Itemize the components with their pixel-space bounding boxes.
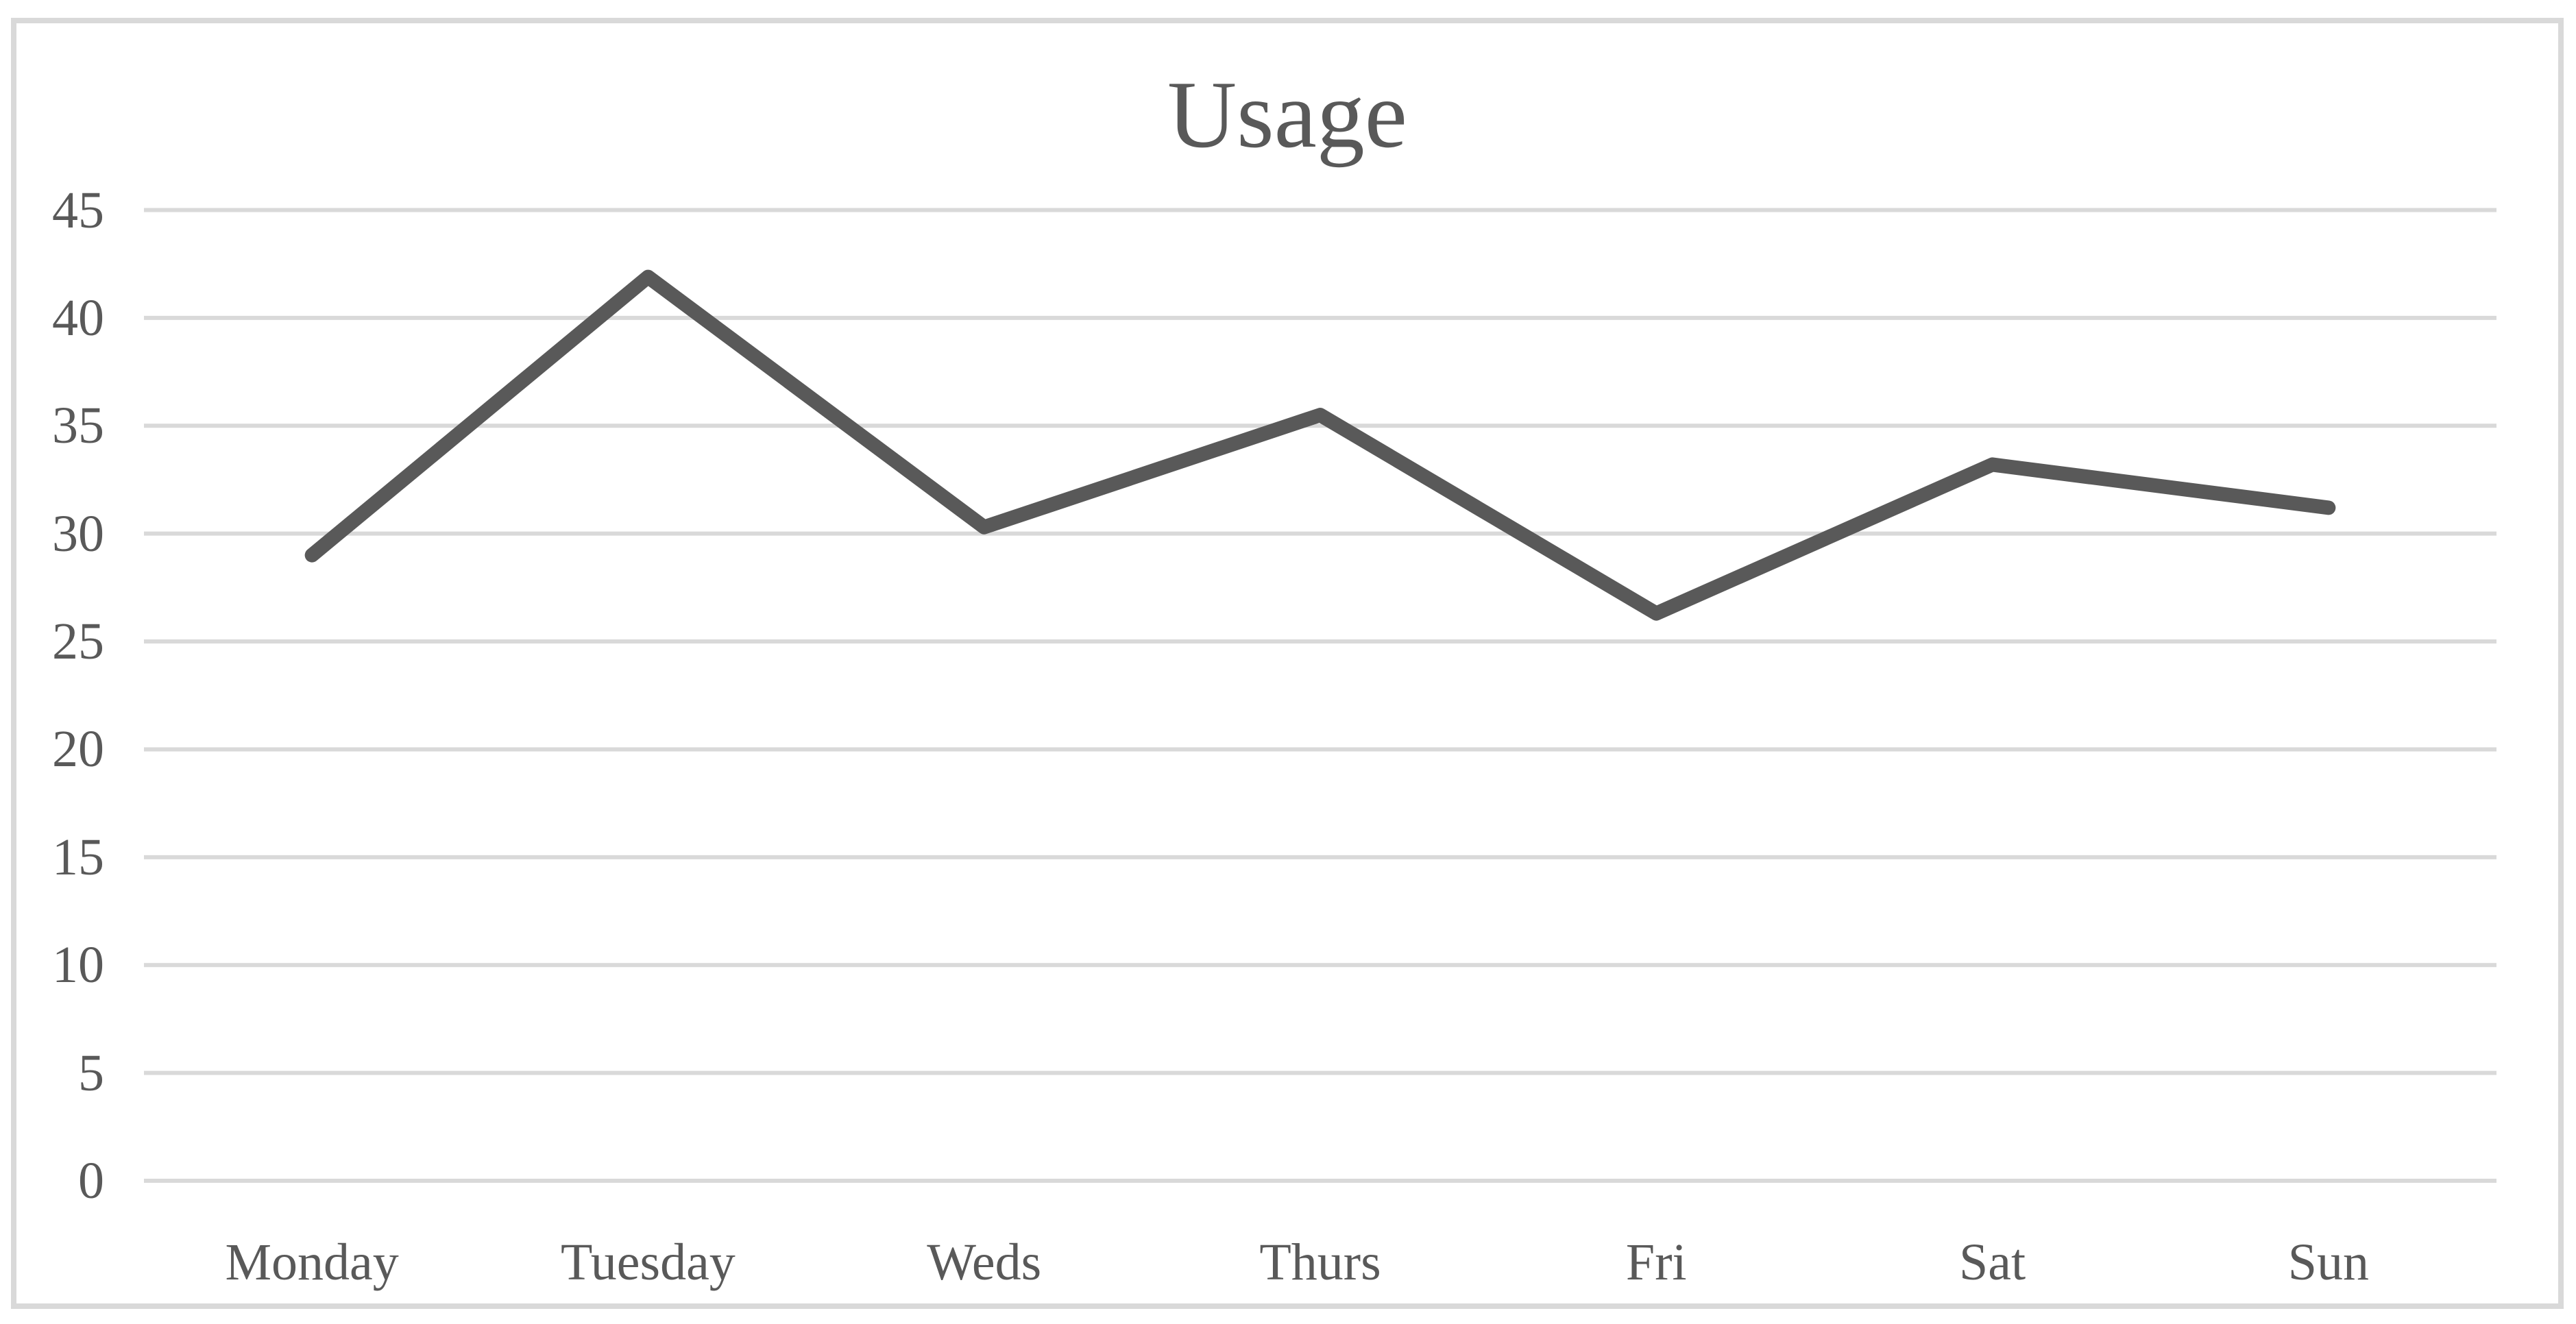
chart-title: Usage [1167, 62, 1407, 168]
chart-frame: Usage 0 5 10 15 20 25 30 35 40 45 Monday Tuesday We… [11, 18, 2564, 1309]
line-chart-plot [144, 208, 2496, 1183]
series-line-usage [304, 269, 2336, 621]
